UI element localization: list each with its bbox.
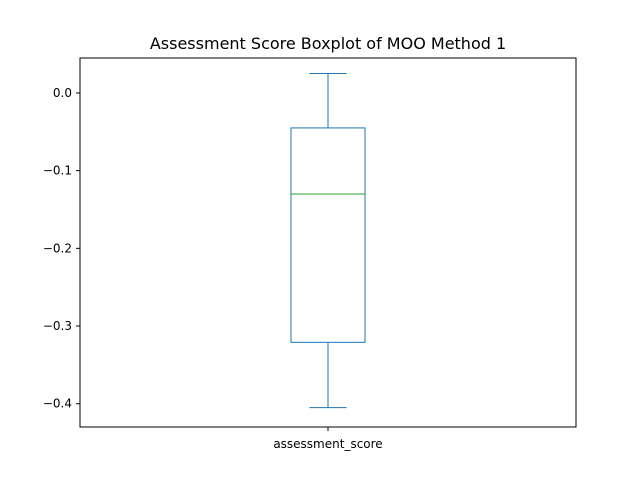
y-tick-label: −0.4 xyxy=(43,397,72,411)
iqr-box xyxy=(290,127,366,343)
x-axis: assessment_score xyxy=(273,427,383,451)
y-tick-label: −0.1 xyxy=(43,164,72,178)
plot-area xyxy=(290,73,366,409)
y-axis: 0.0 −0.1 −0.2 −0.3 −0.4 xyxy=(43,86,80,411)
chart-title: Assessment Score Boxplot of MOO Method 1 xyxy=(150,34,506,53)
x-tick-label: assessment_score xyxy=(273,437,382,451)
y-tick-label: 0.0 xyxy=(53,86,72,100)
y-tick-label: −0.3 xyxy=(43,319,72,333)
y-tick-label: −0.2 xyxy=(43,241,72,255)
